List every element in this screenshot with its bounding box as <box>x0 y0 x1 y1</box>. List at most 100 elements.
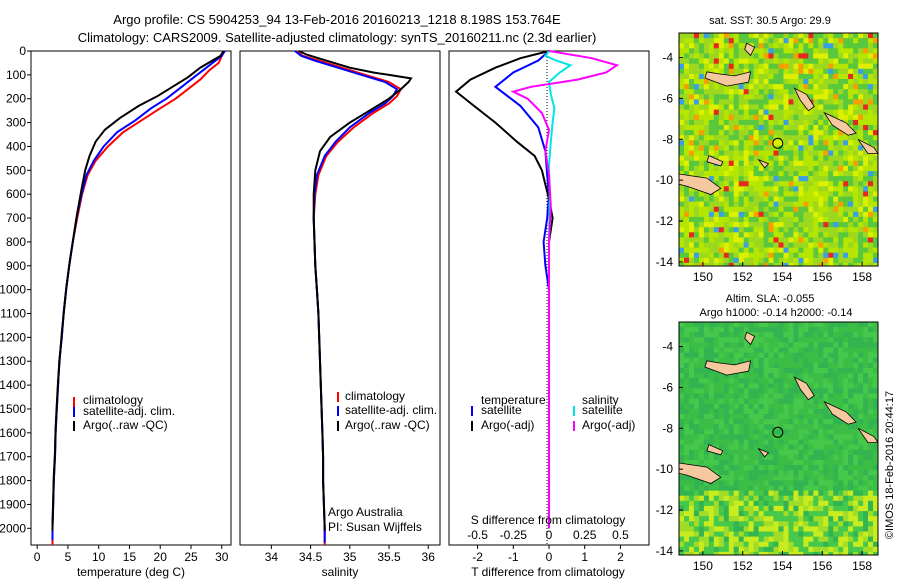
map-cell <box>713 495 720 502</box>
map-cell <box>713 352 720 359</box>
map-cell <box>813 232 819 238</box>
map-cell <box>783 171 790 177</box>
map-cell <box>788 135 795 141</box>
map-cell <box>843 247 849 254</box>
map-cell <box>723 352 730 359</box>
map-cell <box>833 262 839 266</box>
map-cell <box>723 38 730 44</box>
map-cell <box>853 429 859 435</box>
map-cell <box>679 155 685 162</box>
map-cell <box>848 357 854 364</box>
map-cell <box>863 398 869 405</box>
map-cell <box>868 495 874 502</box>
map-cell <box>768 155 775 162</box>
map-cell <box>788 398 795 405</box>
map-cell <box>803 357 809 364</box>
map-cell <box>763 79 770 85</box>
map-cell <box>748 68 755 75</box>
map-cell <box>813 155 819 162</box>
map-cell <box>868 526 874 533</box>
map-cell <box>783 191 790 198</box>
map-cell <box>703 104 710 111</box>
map-cell <box>698 33 705 39</box>
map-cell <box>828 201 834 208</box>
map-cell <box>843 531 849 538</box>
map-cell <box>693 206 700 213</box>
map-cell <box>803 439 809 446</box>
map-cell <box>773 449 780 456</box>
map-cell <box>838 155 844 162</box>
map-cell <box>863 521 869 527</box>
map-cell <box>838 449 844 456</box>
map-cell <box>788 541 795 548</box>
map-cell <box>863 495 869 502</box>
map-cell <box>803 500 809 507</box>
y-tick-label: 900 <box>6 259 26 273</box>
map-cell <box>843 480 849 487</box>
map-cell <box>803 160 809 167</box>
map-cell <box>868 332 874 338</box>
map-cell <box>703 227 710 233</box>
map-cell <box>743 551 750 555</box>
map-cell <box>768 521 775 527</box>
map-cell <box>848 216 854 223</box>
map-cell <box>718 414 725 420</box>
map-cell <box>748 125 755 131</box>
map-cell <box>684 541 690 548</box>
map-cell <box>863 262 869 266</box>
map-cell <box>823 48 829 54</box>
map-cell <box>858 342 864 349</box>
y-tick-label: 1300 <box>0 354 26 368</box>
map-cell <box>723 434 730 441</box>
map-cell <box>708 398 715 405</box>
map-cell <box>684 429 690 435</box>
map-cell <box>778 419 785 425</box>
map-cell <box>808 48 814 54</box>
map-cell <box>723 470 730 476</box>
map-cell <box>743 211 750 218</box>
map-cell <box>693 485 700 492</box>
map-cell <box>743 176 750 182</box>
map-cell <box>698 352 705 359</box>
map-cell <box>728 227 735 233</box>
map-cell <box>838 145 844 152</box>
map-cell <box>773 327 780 333</box>
map-cell <box>703 257 710 264</box>
map-cell <box>813 419 819 425</box>
map-cell <box>838 475 844 481</box>
map-cell <box>793 165 799 172</box>
map-cell <box>853 216 859 223</box>
map-cell <box>828 181 834 187</box>
map-cell <box>783 155 790 162</box>
map-cell <box>793 475 799 481</box>
map-cell <box>793 125 799 131</box>
map-cell <box>689 531 695 538</box>
map-cell <box>698 53 705 60</box>
map-cell <box>763 470 770 476</box>
map-cell <box>679 516 685 522</box>
map-cell <box>773 470 780 476</box>
map-cell <box>823 475 829 481</box>
map-cell <box>813 378 819 384</box>
map-cell <box>768 342 775 349</box>
map-cell <box>708 342 715 349</box>
map-cell <box>788 84 795 90</box>
map-cell <box>753 237 760 244</box>
map-cell <box>689 541 695 548</box>
map-cell <box>818 247 824 254</box>
map-cell <box>768 454 775 461</box>
map-cell <box>738 485 745 492</box>
map-cell <box>763 155 770 162</box>
map-cell <box>823 403 829 410</box>
map-cell <box>813 211 819 218</box>
map-cell <box>848 201 854 208</box>
sla-map-panel: Altim. SLA: -0.055 Argo h1000: -0.14 h20… <box>656 293 879 573</box>
x-tick-label: 30 <box>215 550 229 564</box>
map-cell <box>818 119 824 126</box>
map-cell <box>813 511 819 517</box>
map-cell <box>843 368 849 374</box>
map-cell <box>728 495 735 502</box>
map-cell <box>693 48 700 54</box>
sst-map-title: sat. SST: 30.5 Argo: 29.9 <box>709 15 831 27</box>
map-cell <box>788 33 795 39</box>
